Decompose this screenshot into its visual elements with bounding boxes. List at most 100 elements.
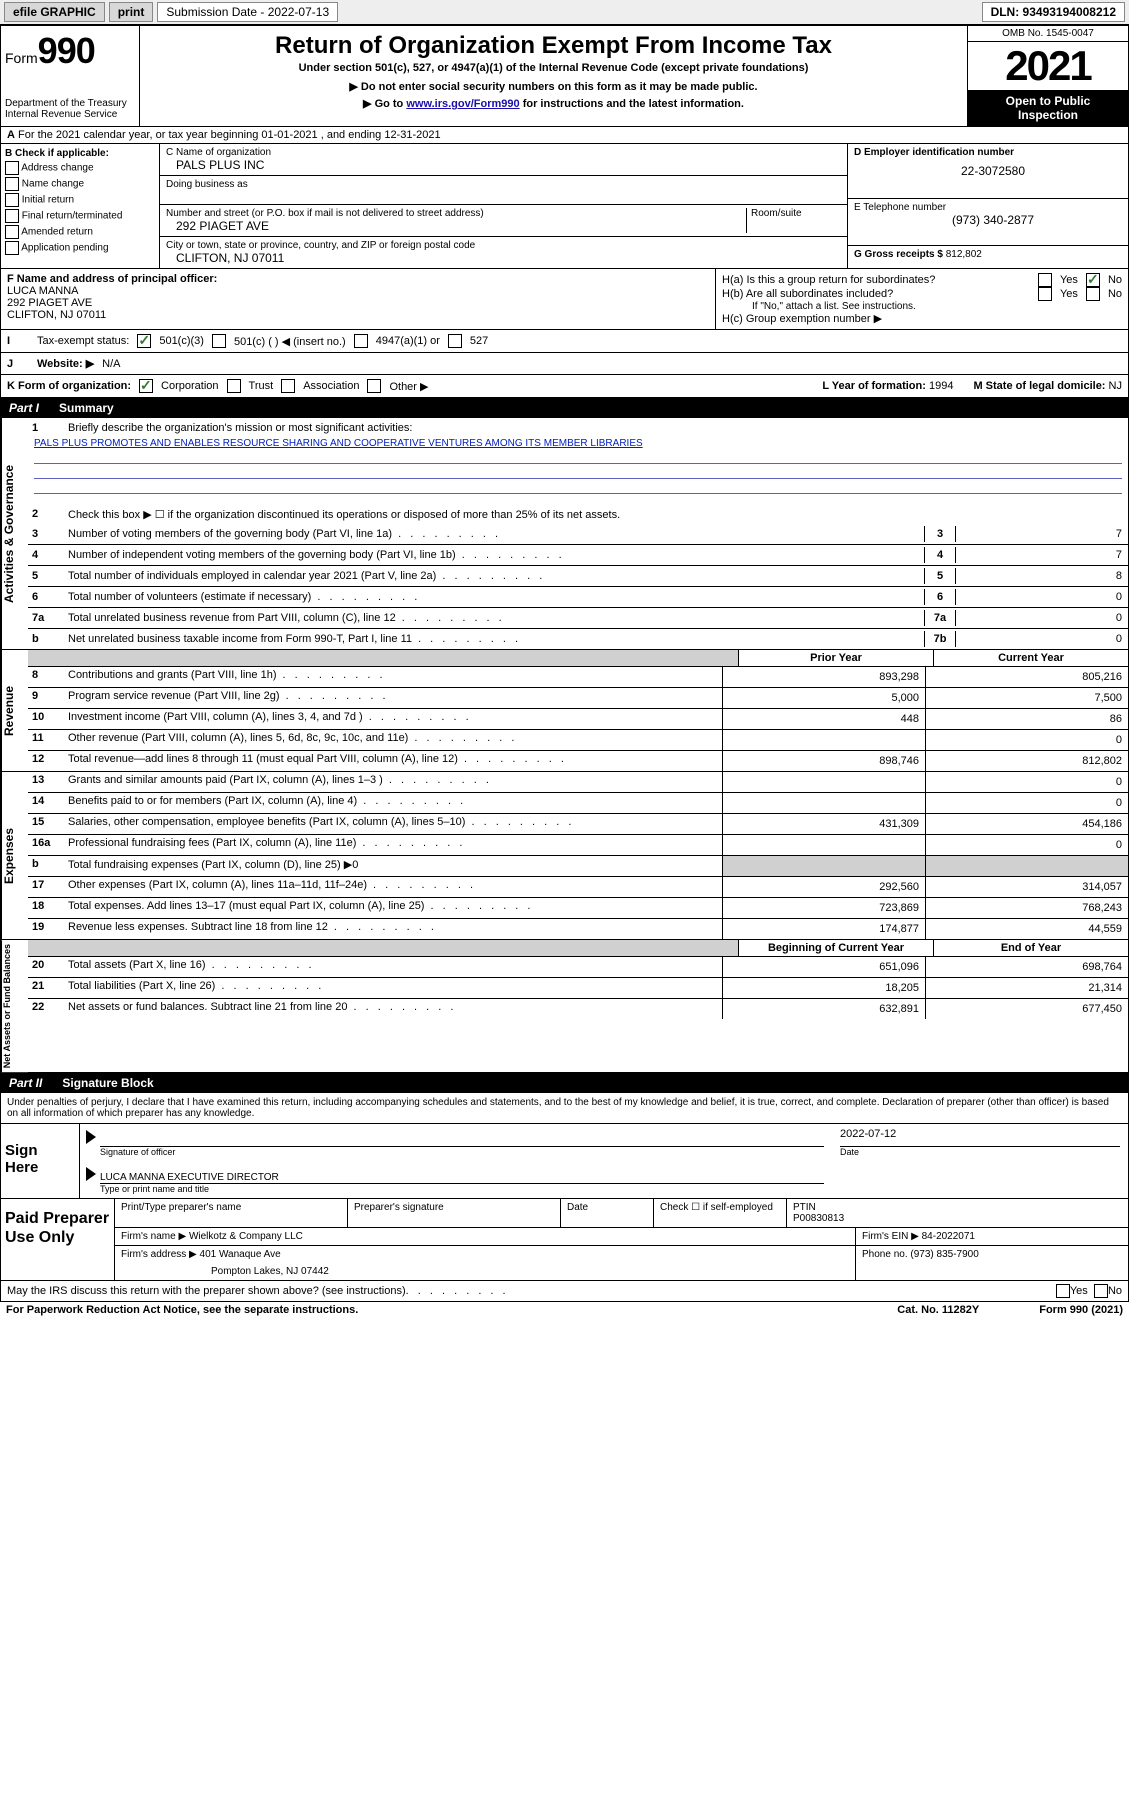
- col-b-label: B Check if applicable:: [5, 148, 155, 159]
- subtitle-3: ▶ Go to www.irs.gov/Form990 for instruct…: [148, 97, 959, 110]
- vtab-expenses: Expenses: [1, 772, 28, 939]
- subtitle-2: ▶ Do not enter social security numbers o…: [148, 80, 959, 93]
- form-number: Form990: [5, 30, 135, 72]
- street-address: 292 PIAGET AVE: [166, 219, 746, 233]
- row-a-taxyear: A For the 2021 calendar year, or tax yea…: [1, 127, 1128, 144]
- hb-note: If "No," attach a list. See instructions…: [722, 301, 1122, 312]
- q2-label: Check this box ▶ ☐ if the organization d…: [64, 506, 1128, 523]
- data-line-14: 14Benefits paid to or for members (Part …: [28, 793, 1128, 814]
- vtab-revenue: Revenue: [1, 650, 28, 771]
- telephone-cell: E Telephone number (973) 340-2877: [848, 199, 1128, 246]
- mission-statement: PALS PLUS PROMOTES AND ENABLES RESOURCE …: [28, 438, 1128, 449]
- paid-preparer-label: Paid Preparer Use Only: [1, 1199, 115, 1280]
- hc-exemption: H(c) Group exemption number ▶: [722, 312, 1122, 325]
- col-b-checkboxes: B Check if applicable: Address change Na…: [1, 144, 160, 268]
- chk-amended-return[interactable]: Amended return: [5, 225, 155, 239]
- form-footer-label: Form 990 (2021): [1039, 1304, 1123, 1316]
- discuss-no-checkbox[interactable]: [1094, 1284, 1108, 1298]
- officer-label: F Name and address of principal officer:: [7, 273, 217, 285]
- org-name: PALS PLUS INC: [166, 158, 841, 172]
- data-line-20: 20Total assets (Part X, line 16)651,0966…: [28, 957, 1128, 978]
- preparer-date-cell: Date: [561, 1199, 654, 1227]
- discuss-yes-checkbox[interactable]: [1056, 1284, 1070, 1298]
- form-header: Form990 Department of the Treasury Inter…: [0, 25, 1129, 127]
- chk-other[interactable]: [367, 379, 381, 393]
- data-line-b: bTotal fundraising expenses (Part IX, co…: [28, 856, 1128, 877]
- dln-label: DLN: 93493194008212: [982, 2, 1125, 22]
- firm-ein-cell: Firm's EIN ▶ 84-2022071: [856, 1228, 1128, 1245]
- q1-label: Briefly describe the organization's miss…: [64, 420, 1128, 436]
- revenue-section: Revenue Prior Year Current Year 8Contrib…: [0, 649, 1129, 771]
- sign-here-label: Sign Here: [1, 1124, 80, 1198]
- current-year-header: Current Year: [933, 650, 1128, 666]
- officer-name-line: LUCA MANNA EXECUTIVE DIRECTOR: [100, 1165, 824, 1184]
- telephone-value: (973) 340-2877: [854, 213, 1122, 227]
- website-value: N/A: [102, 358, 120, 370]
- netassets-section: Net Assets or Fund Balances Beginning of…: [0, 939, 1129, 1073]
- data-line-11: 11Other revenue (Part VIII, column (A), …: [28, 730, 1128, 751]
- paid-preparer-block: Paid Preparer Use Only Print/Type prepar…: [0, 1199, 1129, 1281]
- row-j-website: J Website: ▶ N/A: [1, 352, 1128, 374]
- bottom-line: For Paperwork Reduction Act Notice, see …: [0, 1302, 1129, 1318]
- ha-no-checkbox[interactable]: [1086, 273, 1100, 287]
- hb-no-checkbox[interactable]: [1086, 287, 1100, 301]
- instructions-link[interactable]: www.irs.gov/Form990: [406, 98, 519, 110]
- part-i-header: Part I Summary: [0, 398, 1129, 418]
- print-button[interactable]: print: [109, 2, 154, 22]
- chk-association[interactable]: [281, 379, 295, 393]
- ha-yes-checkbox[interactable]: [1038, 273, 1052, 287]
- part-ii-header: Part II Signature Block: [0, 1073, 1129, 1093]
- row-i-tax-status: I Tax-exempt status: 501(c)(3) 501(c) ( …: [1, 329, 1128, 352]
- firm-address-cell: Firm's address ▶ 401 Wanaque Ave Pompton…: [115, 1246, 856, 1280]
- netassets-header-row: Beginning of Current Year End of Year: [28, 940, 1128, 957]
- ha-group-return: H(a) Is this a group return for subordin…: [722, 273, 1122, 287]
- data-line-15: 15Salaries, other compensation, employee…: [28, 814, 1128, 835]
- firm-phone-cell: Phone no. (973) 835-7900: [856, 1246, 1128, 1280]
- chk-501c[interactable]: [212, 334, 226, 348]
- data-line-8: 8Contributions and grants (Part VIII, li…: [28, 667, 1128, 688]
- end-year-header: End of Year: [933, 940, 1128, 956]
- row-f-officer: F Name and address of principal officer:…: [1, 268, 1128, 329]
- chk-501c3[interactable]: [137, 334, 151, 348]
- gross-receipts-value: 812,802: [946, 249, 982, 260]
- data-line-9: 9Program service revenue (Part VIII, lin…: [28, 688, 1128, 709]
- gross-receipts-cell: G Gross receipts $ 812,802: [848, 246, 1128, 263]
- cat-number: Cat. No. 11282Y: [897, 1304, 979, 1316]
- chk-application-pending[interactable]: Application pending: [5, 241, 155, 255]
- data-line-18: 18Total expenses. Add lines 13–17 (must …: [28, 898, 1128, 919]
- chk-trust[interactable]: [227, 379, 241, 393]
- data-line-16a: 16aProfessional fundraising fees (Part I…: [28, 835, 1128, 856]
- self-employed-cell[interactable]: Check ☐ if self-employed: [654, 1199, 787, 1227]
- form-title: Return of Organization Exempt From Incom…: [148, 32, 959, 60]
- firm-phone-value: (973) 835-7900: [910, 1249, 978, 1260]
- data-line-19: 19Revenue less expenses. Subtract line 1…: [28, 919, 1128, 939]
- dept-label: Department of the Treasury: [5, 98, 135, 109]
- triangle-icon: [86, 1130, 96, 1144]
- row-k-form-of-org: K Form of organization: Corporation Trus…: [1, 374, 1128, 397]
- chk-name-change[interactable]: Name change: [5, 177, 155, 191]
- signer-name: LUCA MANNA EXECUTIVE DIRECTOR: [100, 1172, 279, 1183]
- org-name-cell: C Name of organization PALS PLUS INC: [160, 144, 847, 176]
- chk-corporation[interactable]: [139, 379, 153, 393]
- preparer-sig-cell: Preparer's signature: [348, 1199, 561, 1227]
- sig-officer-label: Signature of officer: [100, 1147, 824, 1157]
- officer-signature-line[interactable]: [100, 1128, 824, 1147]
- chk-initial-return[interactable]: Initial return: [5, 193, 155, 207]
- chk-527[interactable]: [448, 334, 462, 348]
- ein-cell: D Employer identification number 22-3072…: [848, 144, 1128, 199]
- hb-subordinates: H(b) Are all subordinates included? Yes …: [722, 287, 1122, 301]
- city-state-zip: CLIFTON, NJ 07011: [166, 251, 841, 265]
- signature-block: Under penalties of perjury, I declare th…: [0, 1093, 1129, 1199]
- beginning-year-header: Beginning of Current Year: [738, 940, 933, 956]
- ptin-value: P00830813: [793, 1213, 844, 1224]
- hb-yes-checkbox[interactable]: [1038, 287, 1052, 301]
- ein-value: 22-3072580: [854, 164, 1122, 178]
- year-formation: 1994: [929, 380, 953, 392]
- chk-final-return[interactable]: Final return/terminated: [5, 209, 155, 223]
- summary-line-7a: 7aTotal unrelated business revenue from …: [28, 608, 1128, 629]
- address-cell: Number and street (or P.O. box if mail i…: [160, 205, 847, 237]
- officer-addr1: 292 PIAGET AVE: [7, 297, 709, 309]
- chk-4947a1[interactable]: [354, 334, 368, 348]
- efile-topbar: efile GRAPHIC print Submission Date - 20…: [0, 0, 1129, 25]
- chk-address-change[interactable]: Address change: [5, 161, 155, 175]
